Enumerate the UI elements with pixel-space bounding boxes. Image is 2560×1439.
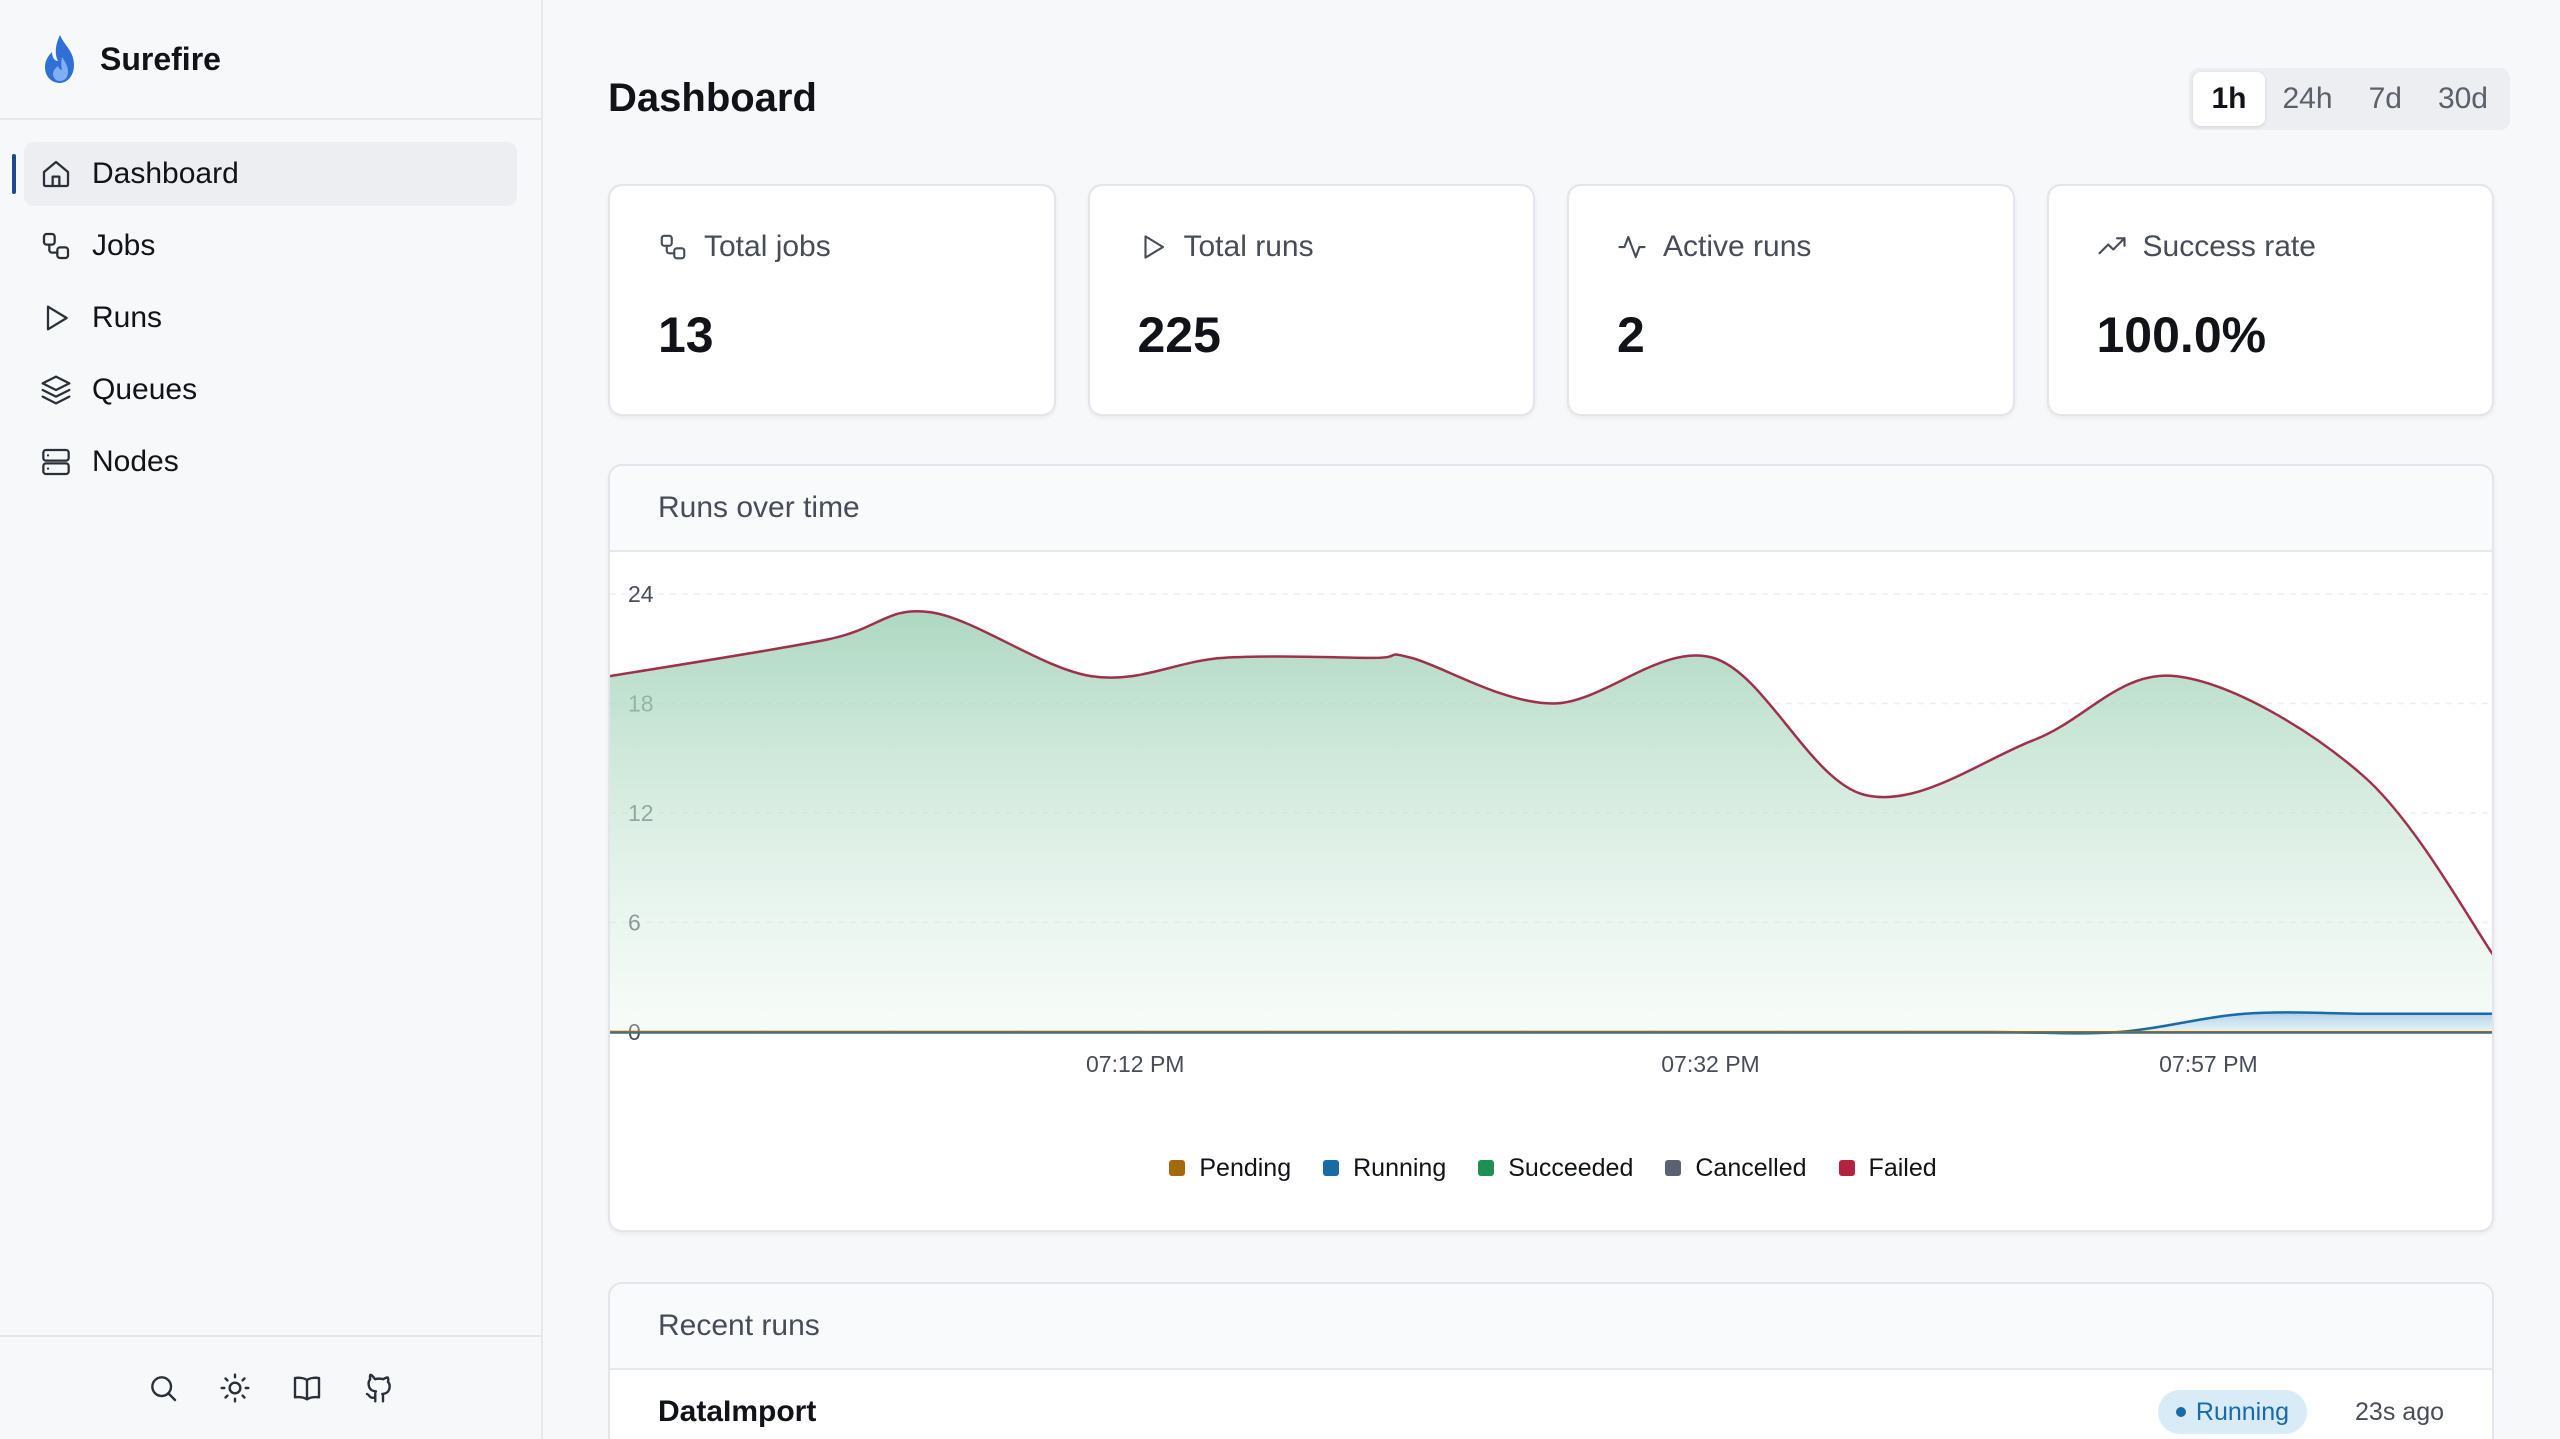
stat-card-success-rate: Success rate 100.0% — [2046, 184, 2494, 416]
run-name[interactable]: DataImport — [658, 1395, 817, 1428]
recent-runs-title: Recent runs — [610, 1284, 2492, 1370]
chart-legend: Pending Running Succeeded Cancelled Fail… — [610, 1148, 2492, 1188]
x-tick-label: 07:12 PM — [1086, 1051, 1184, 1077]
sidebar-item-nodes[interactable]: Nodes — [24, 430, 517, 494]
stat-value: 13 — [658, 307, 714, 363]
sidebar-item-label: Dashboard — [92, 157, 239, 190]
series-line-succeeded-failed-edge — [610, 610, 2492, 956]
legend-item-succeeded[interactable]: Succeeded — [1478, 1154, 1633, 1183]
sidebar-item-dashboard[interactable]: Dashboard — [12, 142, 517, 206]
stat-value: 100.0% — [2096, 307, 2267, 363]
main-content: Dashboard 1h 24h 7d 30d Total jobs 13 To… — [543, 0, 2560, 1439]
stat-card-active-runs: Active runs 2 — [1567, 184, 2015, 416]
run-timestamp: 23s ago — [2355, 1397, 2444, 1426]
x-tick-label: 07:57 PM — [2159, 1051, 2257, 1077]
layers-icon — [41, 375, 71, 405]
recent-runs-card: Recent runs DataImport Running 23s ago — [608, 1282, 2494, 1439]
flame-logo-icon — [45, 35, 74, 83]
legend-label: Failed — [1868, 1153, 1937, 1182]
sidebar-item-jobs[interactable]: Jobs — [24, 214, 517, 278]
trending-up-icon — [2097, 237, 2126, 255]
stat-value: 225 — [1137, 307, 1221, 363]
stat-label: Success rate — [2142, 230, 2316, 263]
x-tick-label: 07:32 PM — [1661, 1051, 1759, 1077]
server-icon — [42, 448, 70, 476]
status-label: Running — [2195, 1397, 2290, 1426]
sidebar-nav: Dashboard Jobs Runs Queues Nodes — [0, 120, 541, 524]
sidebar-item-label: Runs — [92, 301, 163, 334]
series-area-succeeded — [610, 611, 2492, 1032]
legend-swatch — [1665, 1160, 1682, 1176]
workflow-icon — [42, 232, 70, 260]
chart-card-title: Runs over time — [610, 466, 2492, 552]
activity-icon — [1618, 235, 1646, 259]
sidebar-item-queues[interactable]: Queues — [24, 358, 517, 422]
stat-label: Total runs — [1183, 230, 1314, 263]
legend-swatch — [1169, 1160, 1186, 1176]
home-icon — [42, 160, 70, 188]
stat-label: Active runs — [1663, 230, 1812, 263]
legend-swatch — [1478, 1160, 1495, 1176]
time-range-selector: 1h 24h 7d 30d — [2189, 68, 2510, 130]
y-tick-label: 24 — [628, 581, 654, 607]
legend-swatch — [1838, 1160, 1855, 1176]
legend-item-cancelled[interactable]: Cancelled — [1665, 1153, 1807, 1183]
legend-swatch — [1323, 1160, 1340, 1176]
range-30d-button[interactable]: 30d — [2437, 82, 2488, 115]
status-badge: Running — [2157, 1390, 2308, 1434]
book-icon[interactable] — [291, 1372, 323, 1404]
legend-item-running[interactable]: Running — [1323, 1154, 1446, 1183]
table-row[interactable]: DataImport Running 23s ago — [610, 1370, 2492, 1439]
range-1h-button[interactable]: 1h — [2193, 72, 2265, 126]
legend-label: Cancelled — [1695, 1153, 1807, 1182]
stat-value: 2 — [1617, 307, 1645, 363]
range-24h-button[interactable]: 24h — [2282, 82, 2333, 115]
brand-name: Surefire — [100, 40, 221, 77]
stat-label: Total jobs — [704, 230, 831, 263]
sidebar-footer — [0, 1335, 541, 1439]
play-icon — [46, 305, 68, 331]
sidebar-item-label: Queues — [92, 373, 198, 406]
sidebar-item-runs[interactable]: Runs — [24, 286, 517, 350]
stat-card-total-jobs: Total jobs 13 — [608, 184, 1056, 416]
legend-label: Running — [1353, 1153, 1447, 1182]
github-icon[interactable] — [363, 1372, 395, 1404]
search-icon[interactable] — [147, 1372, 179, 1404]
sidebar: Surefire Dashboard Jobs Runs Queues — [0, 0, 543, 1439]
page-title: Dashboard — [608, 76, 817, 120]
workflow-icon — [660, 234, 686, 260]
legend-label: Succeeded — [1508, 1153, 1634, 1182]
legend-item-pending[interactable]: Pending — [1169, 1154, 1291, 1183]
status-dot — [2175, 1407, 2186, 1417]
legend-item-failed[interactable]: Failed — [1838, 1153, 1937, 1183]
sidebar-item-label: Nodes — [92, 445, 179, 478]
play-icon — [1143, 235, 1164, 259]
sun-icon[interactable] — [219, 1372, 251, 1404]
brand[interactable]: Surefire — [0, 0, 541, 120]
stat-card-total-runs: Total runs 225 — [1087, 184, 1535, 416]
range-7d-button[interactable]: 7d — [2368, 82, 2402, 115]
sidebar-item-label: Jobs — [92, 229, 156, 262]
stats-row: Total jobs 13 Total runs 225 Active runs… — [608, 184, 2494, 416]
legend-label: Pending — [1199, 1153, 1292, 1182]
